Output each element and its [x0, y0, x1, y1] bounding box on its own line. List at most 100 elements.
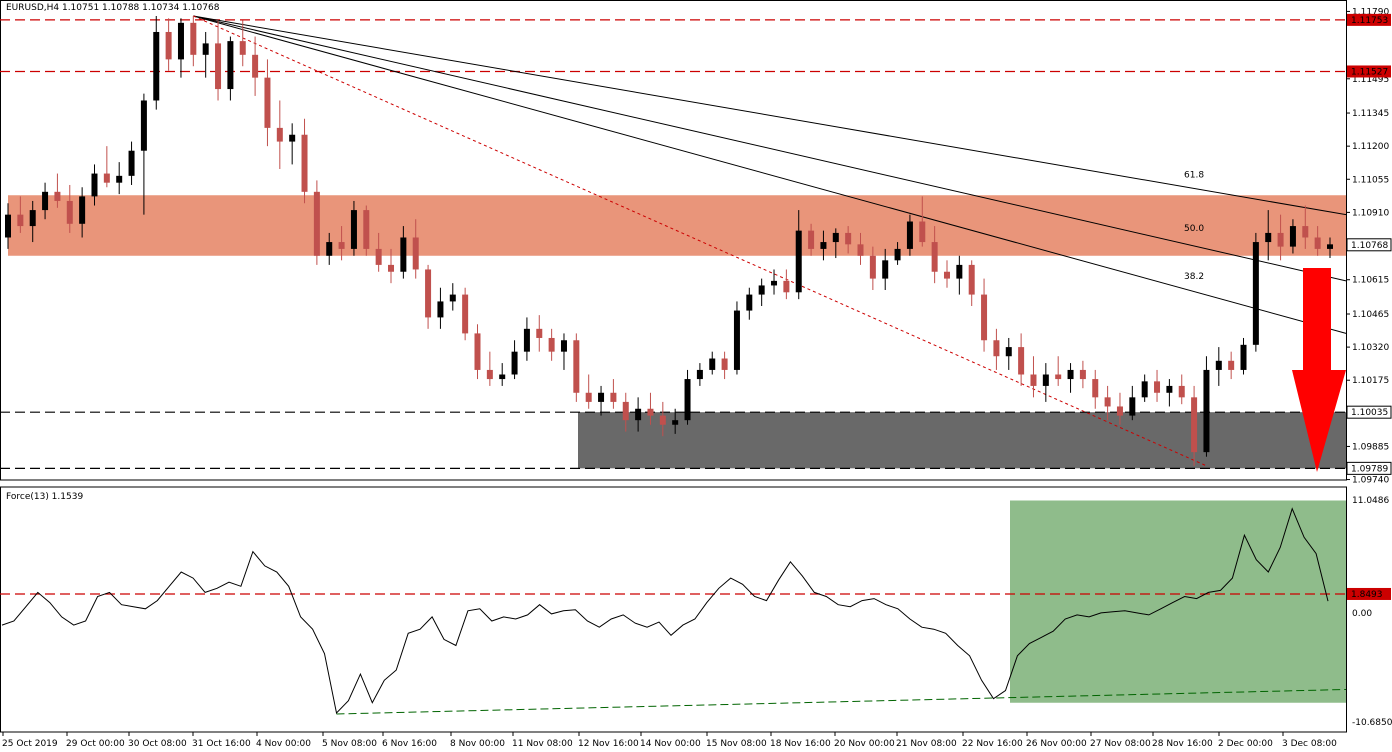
price-tick-label: 1.10175: [1352, 376, 1389, 386]
candle-bull: [795, 230, 802, 293]
time-tick-label: 11 Nov 08:00: [512, 739, 573, 749]
candle-bear: [548, 337, 555, 352]
candle-bear: [1191, 397, 1198, 453]
resistance-zone: [8, 195, 1346, 256]
candle-bear: [1277, 232, 1284, 247]
candle-bear: [919, 221, 926, 243]
force-zone: [1010, 500, 1346, 703]
bearish-arrow: [1292, 268, 1346, 472]
fib-fan-line-500: [193, 15, 1347, 282]
candle-bear: [1154, 381, 1161, 393]
candle-bull: [598, 392, 605, 402]
candle-bull: [400, 237, 407, 272]
price-tag-label: 1.10035: [1351, 408, 1388, 418]
price-tick-label: 1.11055: [1352, 175, 1389, 185]
candle-bear: [412, 237, 419, 270]
price-tick-label: 1.10910: [1352, 208, 1389, 218]
candle-bear: [301, 134, 308, 192]
candle-bull: [1129, 397, 1136, 416]
candle-bear: [338, 242, 345, 249]
candle-bull: [758, 285, 765, 295]
fib-label-618: 61.8: [1184, 170, 1204, 180]
candle-bear: [968, 264, 975, 295]
candle-bull: [1166, 385, 1173, 393]
candle-bull: [560, 340, 567, 352]
symbol-header: EURUSD,H4 1.10751 1.10788 1.10734 1.1076…: [6, 3, 220, 13]
candle-bear: [857, 244, 864, 256]
candle-bear: [363, 210, 370, 249]
candle-bear: [165, 31, 172, 60]
candle-bull: [202, 43, 209, 55]
candle-bull: [894, 248, 901, 261]
time-tick-label: 2 Dec 00:00: [1218, 739, 1273, 749]
candle-bear: [1030, 374, 1037, 386]
price-tick-label: 1.11790: [1352, 7, 1389, 17]
candle-bear: [1018, 347, 1025, 375]
time-tick-label: 20 Nov 00:00: [834, 739, 895, 749]
time-tick-label: 22 Nov 16:00: [962, 739, 1023, 749]
price-tag-label: 1.11527: [1351, 67, 1388, 77]
candle-bear: [190, 22, 197, 55]
candle-bear: [239, 41, 246, 55]
candle-bear: [66, 200, 73, 224]
indicator-header: Force(13) 1.1539: [6, 492, 84, 502]
price-tag-label: 1.09789: [1351, 464, 1388, 474]
candle-bear: [486, 369, 493, 380]
fib-label-500: 50.0: [1184, 224, 1204, 234]
candle-bull: [449, 294, 456, 302]
candle-bear: [388, 264, 395, 272]
price-tick-label: 1.10465: [1352, 310, 1389, 320]
candle-bear: [103, 173, 110, 183]
time-tick-label: 26 Nov 00:00: [1026, 739, 1087, 749]
price-tick-label: 1.10615: [1352, 276, 1389, 286]
candle-bull: [684, 379, 691, 421]
candle-bull: [635, 408, 642, 421]
candle-bull: [1252, 242, 1259, 345]
candle-bear: [313, 191, 320, 256]
time-tick-label: 8 Nov 00:00: [450, 739, 505, 749]
candle-bear: [1228, 360, 1235, 370]
candle-bear: [474, 333, 481, 370]
support-zone: [578, 412, 1346, 469]
candle-bull: [733, 310, 740, 370]
fib-fan-line-618: [193, 15, 1347, 216]
price-tag-box: [1346, 461, 1392, 475]
candle-bear: [647, 408, 654, 416]
candle-bull: [820, 242, 827, 249]
candle-bear: [252, 54, 259, 78]
candle-bull: [128, 150, 135, 176]
indicator-tick-label: 11.0486: [1352, 496, 1389, 506]
candle-bear: [276, 127, 283, 142]
price-tag-label: 1.11753: [1351, 16, 1388, 26]
price-tag-box: [1347, 65, 1391, 78]
price-tag-label: 1.10768: [1351, 241, 1388, 251]
candle-bull: [289, 134, 296, 142]
time-tick-label: 21 Nov 08:00: [896, 739, 957, 749]
indicator-pane-frame: [0, 486, 1347, 733]
candle-bull: [140, 100, 147, 151]
time-tick-label: 14 Nov 00:00: [640, 739, 701, 749]
candle-bull: [1042, 374, 1049, 386]
time-tick-label: 18 Nov 16:00: [770, 739, 831, 749]
candle-bear: [536, 328, 543, 338]
candle-bull: [79, 196, 86, 224]
candle-bear: [808, 230, 815, 249]
candle-bull: [1289, 226, 1296, 247]
price-tick-label: 1.10320: [1352, 343, 1389, 353]
price-tick-label: 1.11345: [1352, 109, 1389, 119]
candle-bear: [993, 340, 1000, 357]
time-tick-label: 6 Nov 16:00: [382, 739, 437, 749]
candle-bull: [672, 420, 679, 425]
time-tick-label: 25 Oct 2019: [2, 739, 58, 749]
price-tick-label: 1.11200: [1352, 142, 1389, 152]
candle-bear: [573, 340, 580, 393]
price-tag-box: [1346, 238, 1392, 252]
candle-bull: [499, 374, 506, 380]
candle-bull: [696, 369, 703, 380]
candle-bear: [1116, 406, 1123, 416]
candle-bull: [42, 191, 49, 211]
candle-bull: [709, 358, 716, 370]
price-tick-label: 1.11495: [1352, 75, 1389, 85]
force-line: [1, 507, 1329, 715]
